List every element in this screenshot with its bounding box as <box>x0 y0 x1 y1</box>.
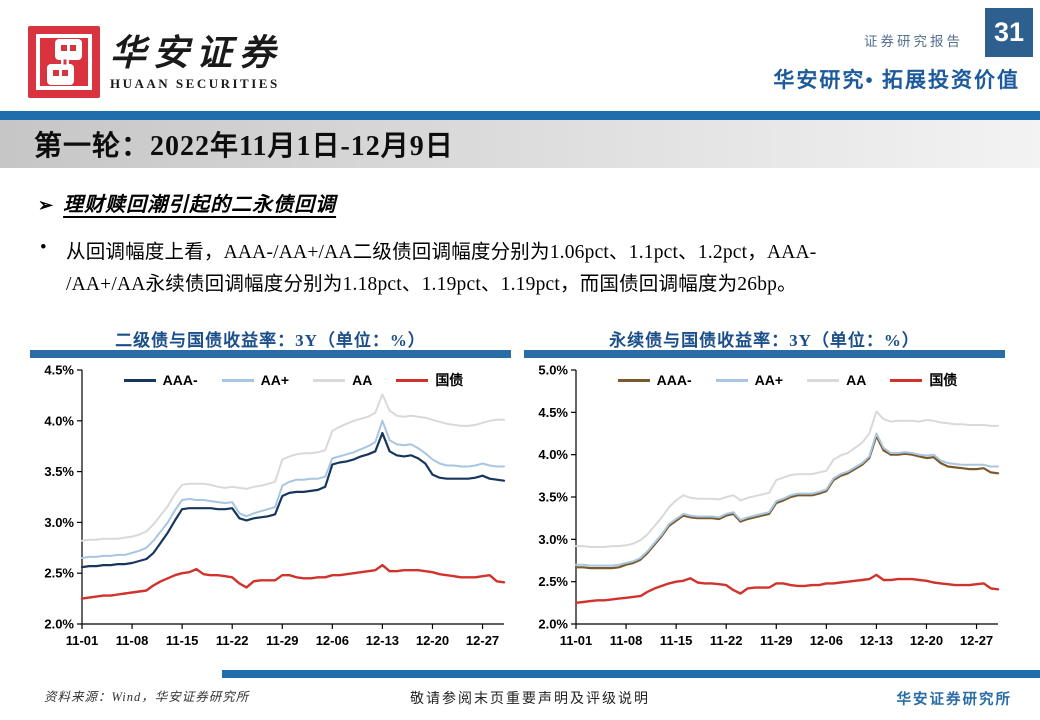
paragraph-text: 从回调幅度上看，AAA-/AA+/AA二级债回调幅度分别为1.06pct、1.1… <box>66 237 817 300</box>
svg-text:11-01: 11-01 <box>560 633 593 648</box>
tier2-chart-title: 二级债与国债收益率：3Y（单位：%） <box>115 331 426 350</box>
svg-text:3.5%: 3.5% <box>44 464 74 479</box>
legend-label: AA <box>846 372 867 388</box>
legend-label: 国债 <box>929 372 958 388</box>
svg-text:12-20: 12-20 <box>416 633 449 648</box>
svg-text:12-27: 12-27 <box>466 633 499 648</box>
svg-text:11-22: 11-22 <box>710 633 743 648</box>
header-divider <box>0 111 1040 120</box>
legend-label: AA+ <box>754 372 784 388</box>
svg-text:11-01: 11-01 <box>66 633 99 648</box>
svg-text:4.5%: 4.5% <box>44 363 74 378</box>
svg-text:12-20: 12-20 <box>910 633 943 648</box>
legend-label: AA <box>352 372 373 388</box>
svg-text:5.0%: 5.0% <box>538 363 568 378</box>
legend-label: AAA- <box>656 372 692 388</box>
legend-swatch-icon <box>396 378 429 382</box>
series-line-AA <box>81 393 505 542</box>
perpetual-chart-title: 永续债与国债收益率：3Y（单位：%） <box>609 331 920 350</box>
series-line-国债 <box>80 563 506 600</box>
legend-swatch-icon <box>617 378 650 382</box>
paragraph-line-1: 从回调幅度上看，AAA-/AA+/AA二级债回调幅度分别为1.06pct、1.1… <box>66 242 817 263</box>
huaan-seal-logo-icon <box>28 26 100 98</box>
legend-item-AA+: AA+ <box>221 372 290 388</box>
brand-name-cn: 华安证券 <box>110 33 283 73</box>
svg-text:12-27: 12-27 <box>960 633 993 648</box>
svg-text:3.0%: 3.0% <box>538 532 568 547</box>
tier2-bond-chart: 二级债与国债收益率：3Y（单位：%） AAA- AA+ AA 国债 2.0% 2.5% 3.… <box>30 326 511 658</box>
body-paragraph: • 从回调幅度上看，AAA-/AA+/AA二级债回调幅度分别为1.06pct、1… <box>40 237 1015 300</box>
legend-swatch-icon <box>313 378 346 382</box>
series-line-AA+ <box>575 432 999 567</box>
disclaimer-note: 敬请参阅末页重要声明及评级说明 <box>410 692 650 707</box>
svg-text:2.0%: 2.0% <box>538 617 568 632</box>
series-line-AAA- <box>574 434 1000 570</box>
legend-item-AA: AA <box>313 372 372 388</box>
legend-label: 国债 <box>435 372 464 388</box>
svg-text:2.5%: 2.5% <box>538 574 568 589</box>
svg-text:3.0%: 3.0% <box>44 515 74 530</box>
perpetual-chart-plot: AAA- AA+ AA 国债 2.0% 2.5% 3.0% 3.5% 4.0% 4.5% 5.0% 1… <box>524 358 1005 658</box>
legend-swatch-icon <box>715 378 748 382</box>
legend-item-AA+: AA+ <box>715 372 784 388</box>
chart-legend: AAA- AA+ AA 国债 <box>576 370 999 390</box>
legend-swatch-icon <box>807 378 840 382</box>
chart-svg: 2.0% 2.5% 3.0% 3.5% 4.0% 4.5% 5.0% 11-01 11-08 11… <box>538 363 1000 648</box>
series-line-国债 <box>574 573 1000 605</box>
legend-label: AAA- <box>162 372 198 388</box>
tier2-chart-title-underline <box>30 350 511 358</box>
svg-text:4.5%: 4.5% <box>538 405 568 420</box>
svg-text:11-15: 11-15 <box>166 633 199 648</box>
footer-divider <box>222 670 1040 678</box>
svg-text:12-13: 12-13 <box>366 633 399 648</box>
legend-swatch-icon <box>123 378 156 382</box>
svg-text:12-13: 12-13 <box>860 633 893 648</box>
svg-text:3.5%: 3.5% <box>538 490 568 505</box>
svg-text:11-08: 11-08 <box>116 633 149 648</box>
legend-item-国债: 国债 <box>890 370 957 390</box>
svg-text:2.0%: 2.0% <box>44 617 74 632</box>
legend-swatch-icon <box>221 378 254 382</box>
svg-text:12-06: 12-06 <box>316 633 349 648</box>
svg-text:11-29: 11-29 <box>266 633 299 648</box>
series-line-AA <box>575 410 999 548</box>
brand-name-en: HUAAN SECURITIES <box>110 75 280 91</box>
svg-text:4.0%: 4.0% <box>44 413 74 428</box>
legend-item-国债: 国债 <box>396 370 463 390</box>
page-number-badge: 31 <box>985 8 1033 57</box>
svg-text:11-22: 11-22 <box>216 633 249 648</box>
svg-text:2.5%: 2.5% <box>44 566 74 581</box>
bullet-heading-text: 理财赎回潮引起的二永债回调 <box>63 194 337 216</box>
paragraph-line-2: /AA+/AA永续债回调幅度分别为1.18pct、1.19pct、1.19pct… <box>66 273 797 295</box>
svg-text:11-08: 11-08 <box>610 633 643 648</box>
perpetual-chart-title-underline <box>524 350 1005 358</box>
page-title: 第一轮：2022年11月1日-12月9日 <box>34 131 454 162</box>
legend-item-AAA-: AAA- <box>123 372 198 388</box>
legend-swatch-icon <box>890 378 923 382</box>
brand-slogan: 华安研究• 拓展投资价值 <box>773 68 1020 92</box>
tier2-chart-plot: AAA- AA+ AA 国债 2.0% 2.5% 3.0% 3.5% 4.0% 4.5% 11-01… <box>30 358 511 658</box>
chart-legend: AAA- AA+ AA 国债 <box>82 370 505 390</box>
perpetual-bond-chart: 永续债与国债收益率：3Y（单位：%） AAA- AA+ AA 国债 2.0% 2.5% 3.… <box>524 326 1005 658</box>
brand-block: 华安证券 HUAAN SECURITIES <box>110 33 283 92</box>
legend-item-AAA-: AAA- <box>617 372 692 388</box>
legend-label: AA+ <box>260 372 290 388</box>
institute-name: 华安证券研究所 <box>896 692 1012 708</box>
svg-text:11-29: 11-29 <box>760 633 793 648</box>
arrow-bullet-icon: ➢ <box>38 195 54 215</box>
series-line-AA+ <box>81 419 505 559</box>
dot-bullet-icon: • <box>40 237 47 258</box>
legend-item-AA: AA <box>807 372 866 388</box>
report-type-label: 证券研究报告 <box>864 34 963 49</box>
chart-svg: 2.0% 2.5% 3.0% 3.5% 4.0% 4.5% 11-01 11-08 11-15 1… <box>44 363 506 648</box>
section-title-bar: 第一轮：2022年11月1日-12月9日 <box>0 120 1040 168</box>
svg-text:12-06: 12-06 <box>810 633 843 648</box>
data-source-note: 资料来源：Wind，华安证券研究所 <box>44 690 250 704</box>
svg-text:11-15: 11-15 <box>660 633 693 648</box>
svg-text:4.0%: 4.0% <box>538 447 568 462</box>
bullet-heading: ➢ 理财赎回潮引起的二永债回调 <box>38 188 336 217</box>
series-line-AAA- <box>80 431 506 569</box>
